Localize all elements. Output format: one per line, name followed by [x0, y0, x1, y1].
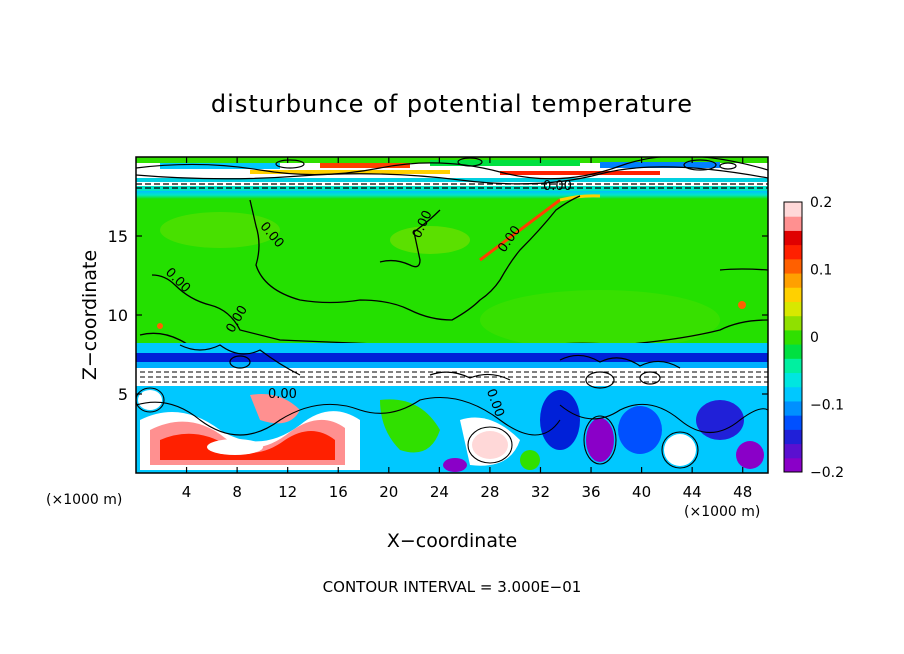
y-tick-label: 5	[118, 385, 128, 404]
contour-label: 0.00	[268, 387, 297, 402]
x-tick-label: 24	[430, 483, 449, 501]
y-tick-label: 10	[108, 306, 128, 325]
colorbar-ticks: 0.2 0.1 0 −0.1 −0.2	[810, 195, 844, 481]
colorbar-swatch	[784, 400, 802, 416]
x-tick-label: 4	[182, 483, 192, 501]
chart-title: disturbunce of potential temperature	[211, 90, 693, 118]
x-tick-label: 8	[232, 483, 242, 501]
x-tick-label: 20	[379, 483, 398, 501]
x-tick-label: 32	[531, 483, 550, 501]
boundary-contours	[136, 387, 768, 469]
x-tick-label: 36	[581, 483, 600, 501]
colorbar-swatch	[784, 315, 802, 331]
colorbar-swatch	[784, 230, 802, 246]
y-axis-ticks: 5 10 15	[108, 227, 768, 404]
colorbar-swatch	[784, 258, 802, 274]
colorbar-swatch	[784, 457, 802, 473]
x-tick-label: 12	[278, 483, 297, 501]
convective-plumes	[179, 344, 681, 389]
x-axis-units: (×1000 m)	[684, 504, 760, 520]
colorbar-swatch	[784, 244, 802, 260]
colorbar-swatch	[784, 273, 802, 288]
colorbar-swatch	[784, 443, 802, 459]
y-axis-label: Z−coordinate	[79, 250, 101, 380]
colorbar-swatch	[784, 429, 802, 445]
colorbar-swatch	[784, 372, 802, 388]
colorbar-swatch	[784, 202, 802, 217]
plot-area	[136, 157, 768, 473]
colorbar-swatch	[784, 358, 802, 374]
colorbar-tick-label: 0.2	[810, 195, 832, 211]
colorbar-swatch	[784, 386, 802, 402]
x-tick-label: 44	[683, 483, 702, 501]
colorbar-swatch	[784, 287, 802, 302]
y-tick-label: 15	[108, 227, 128, 246]
colorbar-tick-label: −0.2	[810, 465, 844, 481]
colorbar-swatch	[784, 329, 802, 345]
tropopause-band	[136, 191, 768, 199]
y-axis-units: (×1000 m)	[46, 492, 122, 508]
colorbar	[784, 202, 802, 473]
x-axis-ticks: 4 8 12 16 20 24 28 32 36 40 44 48	[182, 157, 752, 501]
colorbar-frame	[783, 201, 803, 473]
lower-deep-blue-band	[136, 353, 768, 363]
colorbar-swatch	[784, 344, 802, 359]
contour-label: 0.00	[543, 179, 572, 194]
upper-band-contours	[136, 157, 768, 189]
colorbar-tick-label: −0.1	[810, 398, 844, 414]
lower-blue-band	[136, 343, 768, 355]
x-tick-label: 16	[329, 483, 348, 501]
x-axis-label: X−coordinate	[387, 530, 517, 552]
lower-cyan-band	[136, 362, 768, 368]
contour-interval-note: CONTOUR INTERVAL = 3.000E−01	[323, 578, 582, 596]
x-tick-label: 48	[733, 483, 752, 501]
lower-band-dashes	[140, 371, 768, 383]
x-tick-label: 40	[632, 483, 651, 501]
colorbar-tick-label: 0	[810, 330, 819, 346]
x-tick-label: 28	[480, 483, 499, 501]
colorbar-swatch	[784, 301, 802, 317]
colorbar-tick-label: 0.1	[810, 263, 832, 279]
colorbar-swatch	[784, 216, 802, 231]
colorbar-swatch	[784, 415, 802, 430]
